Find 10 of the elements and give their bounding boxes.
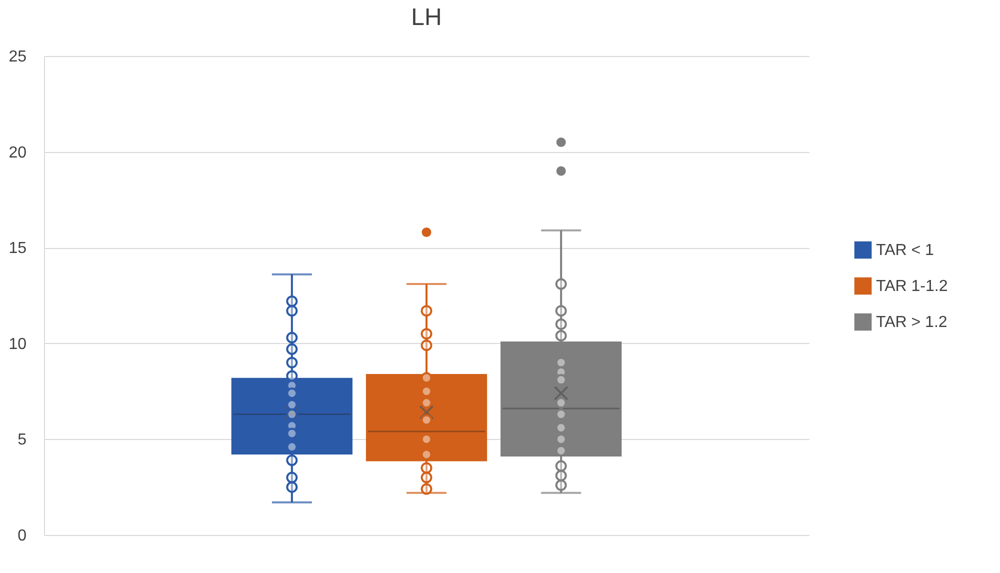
y-tick-label: 0 [18,528,27,544]
y-tick-label: 20 [8,144,27,162]
legend-label: TAR < 1 [876,242,934,259]
chart-title: LH [411,4,442,31]
y-tick-label: 25 [8,48,27,66]
y-tick-label: 15 [8,240,27,258]
legend-label: TAR 1-1.2 [876,278,948,295]
y-tick-label: 10 [8,336,27,353]
y-tick-label: 5 [18,432,27,449]
legend-label: TAR > 1.2 [876,314,948,331]
